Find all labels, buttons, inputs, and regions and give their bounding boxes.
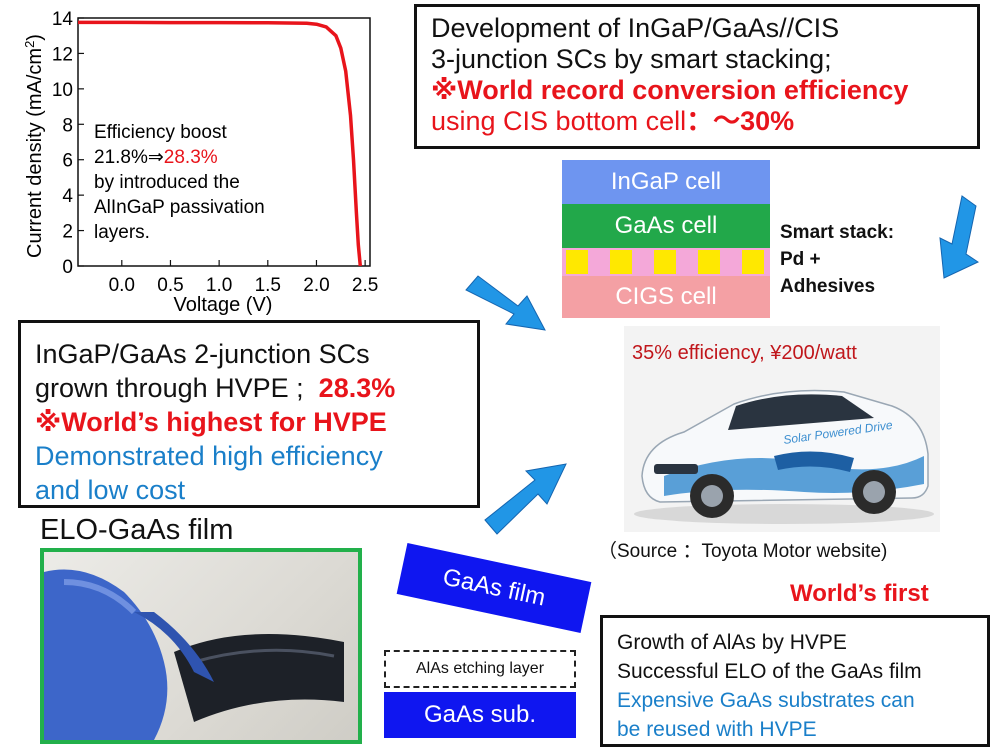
annotation-line2: 21.8%⇒28.3% [94,147,218,168]
smart-stack-line1: Smart stack: [780,222,895,243]
x-tick-label: 0.5 [157,275,183,296]
elo-title: ELO-GaAs film [40,514,234,546]
bottom-box-line2: Successful ELO of the GaAs film [617,660,922,683]
jv-curve-line [78,20,363,267]
x-tick-label: 2.5 [352,275,378,296]
y-tick-label: 10 [52,80,73,101]
glove-film-illustration [44,569,344,740]
car-caption: 35% efficiency, ¥200/watt [632,342,857,364]
arrow-down-left-icon [939,195,980,279]
y-tick-label: 6 [62,151,73,172]
three-junction-box: Development of InGaP/GaAs//CIS 3-junctio… [414,4,980,149]
top-box-line1: Development of InGaP/GaAs//CIS [431,13,840,43]
chart-axes [77,17,371,267]
y-tick-label: 14 [52,9,74,30]
annotation-line2-highlight: 28.3% [164,147,218,168]
annotation-line3: by introduced the [94,172,240,193]
x-tick-label: 2.0 [303,275,329,296]
mid-box-line3: ※World’s highest for HVPE [35,407,387,437]
jv-chart: 0.0 0.5 1.0 1.5 2.0 2.5 0 2 4 6 8 10 12 14 Voltage (V… [22,9,378,316]
mid-box-line2: grown through HVPE ; 28.3% [35,371,463,405]
x-tick-label: 1.5 [255,275,281,296]
top-box-line2: 3-junction SCs by smart stacking; [431,44,832,74]
pd-nanoparticle [610,250,632,274]
alas-etching-layer: AlAs etching layer [384,650,576,688]
bottom-box-line4: be reused with HVPE [617,718,817,741]
pd-nanoparticle [742,250,764,274]
y-tick-label: 0 [62,257,73,278]
x-tick-label: 0.0 [109,275,135,296]
pd-nanoparticle [566,250,588,274]
pd-nanoparticle [654,250,676,274]
bottom-box-line1: Growth of AlAs by HVPE [617,631,847,654]
top-box-line4-prefix: using CIS bottom cell [431,106,687,136]
annotation-line5: layers. [94,222,150,243]
y-tick-label: 12 [52,44,73,65]
top-box-line4: using CIS bottom cell：～30% [431,106,963,137]
mid-box-line5: and low cost [35,475,186,505]
x-axis-label: Voltage (V) [174,294,273,316]
annotation-line4: AlInGaP passivation [94,197,265,218]
worlds-first-label: World’s first [790,580,929,607]
smart-stack-label: Smart stack: Pd + Adhesives [780,219,894,300]
arrow-right-down-icon [465,275,546,331]
y-axis-label: Current density (mA/cm2) [22,34,46,258]
elo-film-photo [40,548,362,744]
y-tick-label: 8 [62,115,73,136]
cigs-cell-layer: CIGS cell [562,276,770,318]
mid-box-line1: InGaP/GaAs 2-junction SCs [35,339,370,369]
chart-series [78,20,363,267]
car-photo: Solar Powered Drive [624,326,940,532]
pd-nanoparticle [698,250,720,274]
top-box-line4-suffix: ：～30% [686,106,795,136]
x-tick-label: 1.0 [206,275,232,296]
mid-box-line4: Demonstrated high efficiency [35,441,383,471]
source-note: （Source ：Toyota Motor website) [598,541,888,562]
arrow-right-up-icon [484,463,567,535]
bottom-box-line3: Expensive GaAs substrates can [617,689,915,712]
y-axis-label-main: Current density (mA/cm [24,48,46,258]
y-tick-label: 2 [62,222,73,243]
y-axis-label-sup: 2 [22,41,37,48]
mid-box-line2-prefix: grown through HVPE ; [35,373,304,403]
chart-annotation: Efficiency boost 21.8%⇒28.3% by introduc… [94,122,265,243]
ingap-cell-layer: InGaP cell [562,160,770,204]
gaas-substrate-layer: GaAs sub. [384,692,576,738]
chart-ticks: 0.0 0.5 1.0 1.5 2.0 2.5 0 2 4 6 8 10 12 14 [52,9,378,296]
smart-stack-line2: Pd + [780,249,821,270]
y-tick-label: 4 [62,186,73,207]
elo-result-box: Growth of AlAs by HVPE Successful ELO of… [600,615,990,747]
annotation-line1: Efficiency boost [94,122,227,143]
two-junction-box: InGaP/GaAs 2-junction SCs grown through … [18,320,480,508]
top-box-line3: ※World record conversion efficiency [431,75,909,105]
smart-stack-line3: Adhesives [780,276,876,297]
y-axis-label-tail: ) [24,34,46,41]
car-illustration: Solar Powered Drive [634,389,934,524]
annotation-line2-prefix: 21.8%⇒ [94,147,164,168]
gaas-cell-layer: GaAs cell [562,204,770,248]
mid-box-line2-value: 28.3% [318,373,396,403]
plot-frame [77,17,371,267]
